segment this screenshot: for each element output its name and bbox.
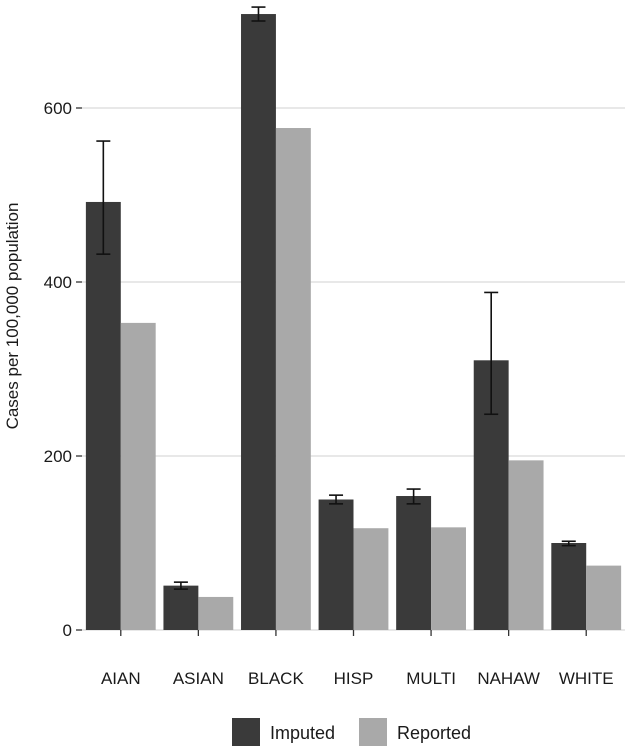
error-bar-white <box>561 540 576 547</box>
x-tick-label-nahaw: NAHAW <box>477 669 540 688</box>
bar-reported-black <box>275 128 311 630</box>
legend-swatch-reported <box>359 718 387 746</box>
legend-label-imputed: Imputed <box>270 723 335 743</box>
y-tick-label: 200 <box>44 447 72 466</box>
y-tick-label: 0 <box>63 621 72 640</box>
bar-reported-nahaw <box>508 460 544 630</box>
x-tick-label-multi: MULTI <box>406 669 456 688</box>
bar-reported-multi <box>431 527 466 630</box>
error-bar-multi <box>406 488 421 505</box>
error-bar-nahaw <box>484 291 499 416</box>
y-axis-title: Cases per 100,000 population <box>3 203 22 430</box>
error-bar-asian <box>173 581 188 590</box>
bar-reported-hisp <box>353 528 389 630</box>
error-bar-aian <box>96 140 111 255</box>
bar-reported-aian <box>120 322 156 630</box>
bar-imputed-multi <box>396 496 432 630</box>
bar-reported-white <box>586 565 622 630</box>
legend-swatch-imputed <box>232 718 260 746</box>
legend-label-reported: Reported <box>397 723 471 743</box>
bar-imputed-asian <box>163 585 199 630</box>
x-tick-label-black: BLACK <box>248 669 304 688</box>
x-tick-label-aian: AIAN <box>101 669 141 688</box>
error-bar-black <box>251 6 266 22</box>
bar-imputed-hisp <box>318 499 354 630</box>
y-tick-label: 400 <box>44 273 72 292</box>
y-tick-label: 600 <box>44 99 72 118</box>
error-bar-hisp <box>329 494 344 505</box>
y-axis-ticks: 0 200 400 600 <box>44 99 82 640</box>
bar-reported-asian <box>198 596 234 630</box>
x-axis-ticks: AIAN ASIAN BLACK HISP MULTI NAHAW WHITE <box>101 630 614 688</box>
legend: Imputed Reported <box>232 718 471 746</box>
bars <box>85 14 622 631</box>
x-tick-label-hisp: HISP <box>334 669 374 688</box>
bar-imputed-white <box>551 543 587 630</box>
x-tick-label-white: WHITE <box>559 669 614 688</box>
error-bars <box>96 6 576 590</box>
x-tick-label-asian: ASIAN <box>173 669 224 688</box>
bar-imputed-aian <box>85 201 121 630</box>
bar-imputed-black <box>241 14 276 631</box>
